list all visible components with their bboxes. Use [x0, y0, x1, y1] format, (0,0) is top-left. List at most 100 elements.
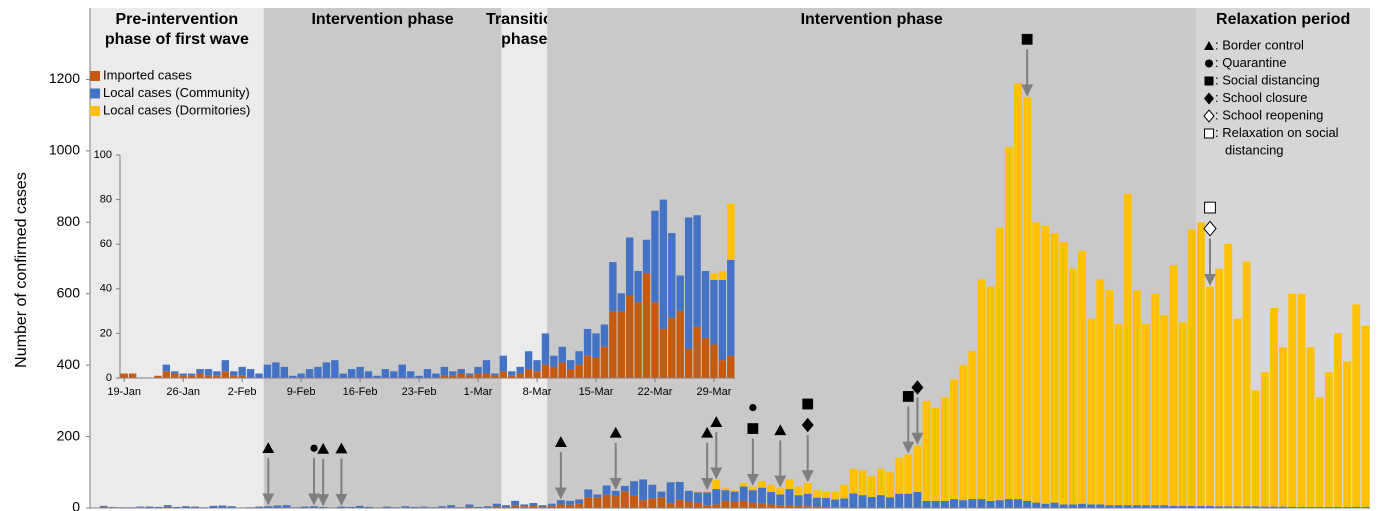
bar-segment — [310, 506, 318, 508]
event-marker — [749, 403, 757, 412]
bar-segment — [718, 270, 727, 280]
bar-segment — [238, 366, 246, 376]
measure-symbol — [1204, 76, 1214, 86]
bar-segment — [508, 375, 516, 378]
bar-segment — [1096, 279, 1105, 505]
bar-segment — [356, 366, 364, 378]
bar-segment — [1123, 193, 1132, 506]
bar-segment — [355, 505, 364, 508]
bar-segment — [520, 506, 529, 508]
bar-segment — [547, 503, 556, 506]
y-tick-label: 0 — [106, 372, 112, 384]
phase-band — [263, 8, 502, 508]
bar-segment — [803, 493, 812, 507]
bar-segment — [172, 506, 181, 508]
bar-segment — [162, 364, 171, 372]
bar-segment — [556, 504, 565, 508]
bar-segment — [280, 366, 288, 378]
x-tick-label: 8-Mar — [523, 386, 552, 398]
event-marker — [802, 398, 814, 410]
bar-segment — [986, 286, 995, 501]
bar-segment — [767, 504, 776, 508]
bar-segment — [331, 360, 339, 378]
bar-segment — [831, 491, 840, 500]
bar-segment — [449, 375, 457, 378]
bar-segment — [566, 500, 574, 505]
bar-segment — [1324, 372, 1333, 507]
bar-segment — [840, 498, 849, 508]
bar-segment — [99, 505, 108, 507]
bar-segment — [634, 270, 642, 303]
bar-segment — [406, 371, 415, 378]
bar-segment — [524, 369, 533, 378]
bar-segment — [415, 375, 423, 378]
bar-segment — [502, 505, 510, 507]
bar-segment — [288, 375, 297, 378]
bar-segment — [1343, 506, 1352, 508]
bar-segment — [968, 499, 977, 508]
bar-segment — [255, 506, 264, 508]
measure-symbol — [1204, 92, 1214, 105]
bar-segment — [381, 369, 390, 378]
bar-segment — [1032, 222, 1041, 503]
bar-segment — [1306, 347, 1315, 507]
measure-label: : Relaxation on social — [1215, 125, 1339, 140]
bar-segment — [931, 500, 940, 508]
bar-segment — [625, 295, 634, 378]
bar-segment — [600, 346, 609, 378]
bar-segment — [533, 371, 541, 378]
bar-segment — [895, 458, 904, 494]
bar-segment — [246, 369, 255, 378]
measure-label: : School closure — [1215, 90, 1308, 105]
bar-segment — [940, 397, 949, 501]
bar-segment — [1132, 290, 1141, 506]
bar-segment — [657, 497, 666, 508]
bar-segment — [694, 491, 702, 493]
event-marker — [911, 380, 924, 395]
bar-segment — [651, 210, 659, 303]
bar-segment — [419, 506, 428, 508]
bar-segment — [1004, 147, 1013, 500]
bar-segment — [273, 505, 282, 508]
bar-segment — [712, 504, 721, 508]
bar-segment — [438, 506, 446, 508]
bar-segment — [767, 484, 776, 492]
bar-segment — [1059, 241, 1068, 505]
bar-segment — [465, 373, 474, 376]
bar-segment — [145, 506, 154, 508]
event-marker — [801, 417, 814, 433]
bar-segment — [904, 493, 913, 508]
bar-segment — [959, 365, 968, 501]
bar-segment — [876, 495, 885, 508]
bar-segment — [1270, 506, 1278, 508]
bar-segment — [491, 375, 499, 378]
bar-segment — [593, 497, 602, 508]
phase-label: Intervention phase — [801, 11, 943, 28]
bar-segment — [511, 500, 520, 506]
y-tick-label: 400 — [57, 356, 81, 372]
bar-segment — [499, 371, 508, 378]
bar-segment — [1178, 322, 1187, 506]
bar-segment — [1233, 318, 1242, 507]
bar-segment — [950, 499, 958, 508]
event-marker — [1204, 201, 1216, 214]
bar-segment — [1178, 505, 1187, 508]
bar-segment — [423, 369, 432, 378]
bar-segment — [1334, 506, 1342, 508]
bar-segment — [1196, 505, 1205, 508]
event-marker — [710, 416, 723, 427]
bar-segment — [1361, 506, 1370, 508]
bar-segment — [529, 503, 538, 506]
bar-segment — [1224, 243, 1233, 507]
bar-segment — [1160, 315, 1169, 506]
bar-segment — [474, 506, 483, 508]
bar-segment — [849, 468, 858, 494]
bar-segment — [1132, 505, 1141, 508]
bar-segment — [609, 262, 617, 312]
bar-segment — [776, 488, 785, 495]
x-tick-label: 15-Mar — [579, 386, 614, 398]
bar-segment — [1297, 506, 1306, 508]
bar-segment — [739, 483, 748, 487]
bar-segment — [163, 505, 172, 507]
bar-segment — [264, 506, 273, 508]
